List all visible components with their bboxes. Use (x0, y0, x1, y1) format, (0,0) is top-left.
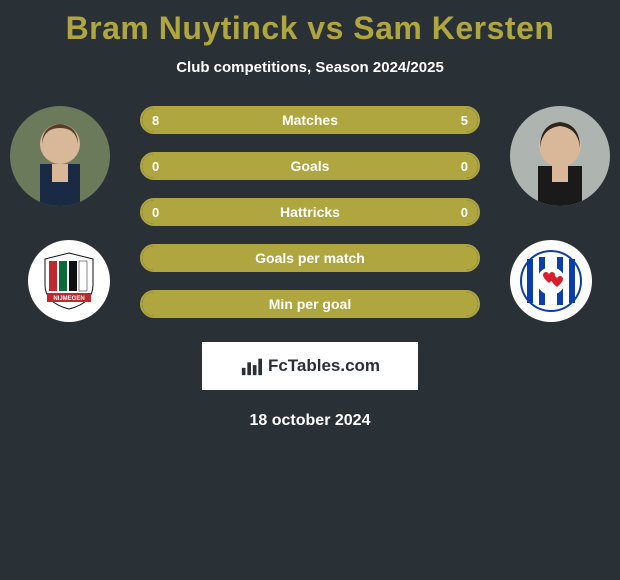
stat-fill-left (142, 108, 347, 132)
stat-row: Matches85 (140, 106, 480, 134)
stat-fill-left (142, 154, 310, 178)
page-title: Bram Nuytinck vs Sam Kersten (0, 0, 620, 47)
stat-fill-left (142, 246, 478, 270)
stat-rows: Matches85 Goals00 Hattricks00 Goals per mat… (140, 106, 480, 318)
stat-fill-left (142, 292, 478, 316)
stat-fill-left (142, 200, 310, 224)
club-left-label: NIJMEGEN (53, 296, 84, 302)
club-left-badge: NIJMEGEN (28, 240, 110, 322)
page-subtitle: Club competitions, Season 2024/2025 (0, 59, 620, 76)
stat-row: Goals00 (140, 152, 480, 180)
club-crest-icon (517, 247, 585, 315)
stat-row: Hattricks00 (140, 198, 480, 226)
avatar-placeholder-icon (10, 106, 110, 206)
stat-row: Goals per match (140, 244, 480, 272)
comparison-content: NIJMEGEN Matches85 Goals00 Hattricks00 Goal… (0, 106, 620, 430)
player-left-avatar (10, 106, 110, 206)
brand-text: FcTables.com (268, 356, 380, 376)
stat-fill-right (310, 154, 478, 178)
stat-row: Min per goal (140, 290, 480, 318)
date-text: 18 october 2024 (0, 412, 620, 430)
stat-fill-right (347, 108, 478, 132)
chart-bars-icon (240, 355, 262, 377)
club-right-badge (510, 240, 592, 322)
club-crest-icon: NIJMEGEN (35, 247, 103, 315)
player-right-avatar (510, 106, 610, 206)
brand-box: FcTables.com (202, 342, 418, 390)
avatar-placeholder-icon (510, 106, 610, 206)
stat-fill-right (310, 200, 478, 224)
